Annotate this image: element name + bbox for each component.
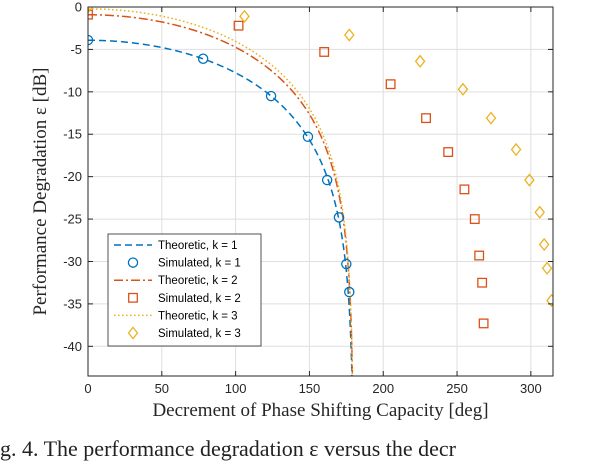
simulated-series [88, 7, 553, 308]
simulated-point [319, 47, 330, 57]
simulated-point [385, 79, 396, 90]
x-tick-label: 150 [299, 381, 321, 396]
y-tick-label: -35 [63, 296, 82, 311]
legend-marker-swatch [127, 326, 139, 340]
simulated-markers [88, 7, 553, 329]
simulated-point [474, 250, 485, 261]
simulated-point [333, 212, 345, 223]
y-axis-ticks: 0 -5 -10 -15 -20 -25 -30 -35 -40 [63, 0, 553, 354]
simulated-series [88, 34, 355, 298]
legend-entry-label: Theoretic, k = 3 [158, 310, 238, 322]
x-tick-label: 200 [372, 381, 394, 396]
y-tick-label: -30 [63, 254, 82, 269]
x-axis-ticks: 0 50 100 150 200 250 300 [84, 7, 542, 396]
x-tick-label: 50 [155, 381, 169, 396]
simulated-point [469, 214, 480, 225]
legend-marker-swatch [127, 257, 139, 268]
simulated-point [534, 205, 546, 219]
theoretic-curve-k3 [88, 8, 354, 376]
theoretic-curve-k1 [88, 39, 353, 376]
y-tick-label: -5 [70, 42, 82, 57]
simulated-point [414, 54, 426, 68]
y-tick-label: -25 [63, 212, 82, 227]
plot-area-frame [87, 6, 554, 377]
legend-entry-label: Theoretic, k = 2 [158, 275, 238, 287]
legend-entry-label: Theoretic, k = 1 [158, 240, 238, 252]
x-tick-label: 0 [84, 381, 91, 396]
simulated-point [197, 53, 209, 64]
simulated-point [421, 113, 431, 124]
y-tick-label: -10 [63, 84, 82, 99]
x-tick-label: 250 [446, 381, 468, 396]
simulated-point [477, 277, 488, 288]
simulated-point [538, 237, 550, 252]
performance-degradation-chart: 0 50 100 150 200 250 300 0 -5 -10 -15 -20 -25 -30 -35… [30, 0, 554, 421]
simulated-point [510, 142, 522, 157]
simulated-point [524, 173, 535, 187]
simulated-point [457, 82, 469, 96]
theoretic-curve-k2 [88, 13, 354, 376]
simulated-point [302, 131, 314, 143]
simulated-point [459, 184, 470, 195]
y-tick-label: -20 [63, 169, 82, 184]
legend-entry-label: Simulated, k = 1 [158, 258, 241, 270]
x-tick-label: 300 [520, 381, 542, 396]
y-tick-label: -15 [63, 127, 82, 142]
simulated-point [233, 20, 244, 31]
x-tick-label: 100 [225, 381, 247, 396]
figure-caption: g. 4. The performance degradation ε vers… [0, 436, 456, 461]
legend-marker-swatch [128, 292, 138, 303]
simulated-point [265, 90, 277, 102]
legend: Theoretic, k = 1 Simulated, k = 1 Theoreti… [107, 233, 262, 347]
simulated-point [546, 293, 553, 308]
simulated-point [541, 261, 553, 275]
simulated-point [485, 111, 497, 125]
simulated-point [343, 28, 355, 42]
simulated-point [239, 9, 250, 23]
grid-lines [87, 6, 553, 376]
simulated-point [344, 286, 355, 298]
simulated-point [88, 9, 93, 20]
theoretic-curves [88, 8, 354, 376]
simulated-point [321, 174, 333, 186]
simulated-point [341, 258, 352, 270]
y-axis-label: Performance Degradation ε [dB] [30, 67, 51, 315]
simulated-point [478, 318, 489, 329]
y-tick-label: 0 [75, 0, 82, 15]
legend-entry-label: Simulated, k = 2 [158, 293, 241, 305]
x-axis-label: Decrement of Phase Shifting Capacity [de… [152, 400, 488, 421]
y-tick-label: -40 [63, 339, 82, 354]
legend-entry-label: Simulated, k = 3 [158, 328, 241, 340]
simulated-series [88, 9, 489, 329]
simulated-point [443, 147, 454, 158]
